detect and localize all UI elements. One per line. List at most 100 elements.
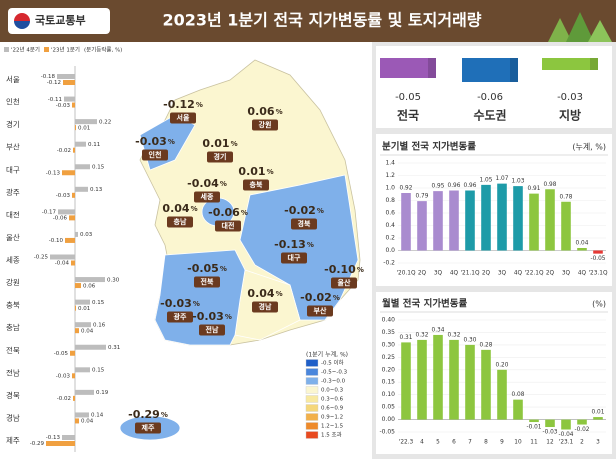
bar (542, 58, 598, 70)
map (119, 59, 361, 441)
value-label: -0.17 (42, 210, 57, 216)
bar (62, 435, 75, 440)
bar (433, 334, 443, 420)
bar (62, 170, 75, 176)
region-name: 서울 (177, 113, 190, 122)
region-label-box (142, 149, 168, 161)
x-tick-label: 2Q (482, 271, 491, 277)
legend-swatch (305, 404, 319, 412)
x-tick-label: 6 (452, 440, 456, 446)
region-value-unit: % (267, 168, 274, 176)
bar (75, 299, 90, 305)
category-label: 대구 (6, 165, 20, 174)
x-tick-label: 3 (596, 440, 600, 446)
bar (433, 191, 443, 251)
x-tick-label: 2Q (546, 271, 555, 277)
value-label: 0.96 (464, 183, 477, 189)
region-value-unit: % (333, 294, 340, 302)
legend-swatch (305, 422, 319, 430)
region-name: 전남 (206, 325, 219, 334)
logo-symbol (14, 21, 30, 29)
region-value-unit: % (191, 205, 198, 213)
bar (57, 74, 75, 79)
region-name: 세종 (201, 192, 214, 201)
legend-label: '22년 4분기 (11, 46, 40, 54)
x-tick-label: 10 (514, 440, 522, 446)
region-value-unit: % (276, 290, 283, 298)
region-name: 경기 (214, 152, 227, 161)
x-tick-label: '20.1Q (396, 271, 416, 277)
value-label: -0.12 (47, 80, 61, 86)
legend-swatch (4, 47, 9, 52)
region-value: 0.04% (247, 287, 282, 300)
value-label: -0.13 (46, 435, 61, 441)
value-label: 0.06 (83, 283, 96, 289)
value-label: -0.25 (34, 255, 49, 261)
x-tick-label: 3Q (434, 271, 443, 277)
chart-title: 분기별 전국 지가변동률 (382, 141, 476, 153)
unit-label: (분기등락률, %) (84, 46, 122, 54)
value-label: -0.29 (30, 441, 45, 447)
region-name: 전북 (201, 277, 214, 286)
legend-swatch (305, 359, 319, 367)
bar (545, 419, 555, 428)
y-tick-label: 0.15 (382, 379, 396, 386)
bar (577, 419, 587, 425)
bar (497, 183, 507, 251)
legend-swatch (44, 47, 49, 52)
bar (75, 164, 90, 170)
region-value-number: -0.13 (274, 238, 306, 251)
value-label: 0.96 (448, 183, 461, 189)
category-label: 수도권 (473, 109, 506, 123)
region-value: -0.04% (187, 177, 227, 190)
bar (401, 193, 411, 251)
category-label: 서울 (6, 75, 20, 84)
region-value: -0.02% (300, 291, 340, 304)
page-title: 2023년 1분기 전국 지가변동률 및 토지거래량 (162, 11, 481, 30)
region-value-number: -0.03 (135, 135, 167, 148)
value-label: -0.05 (54, 351, 69, 357)
value-label: 0.01 (78, 125, 90, 131)
category-label: 전북 (6, 345, 20, 355)
bar (497, 369, 507, 420)
unit-label: (%) (592, 300, 606, 309)
y-tick-label: 0.10 (382, 391, 396, 398)
x-tick-label: 9 (500, 440, 504, 446)
region-value: -0.05% (187, 262, 227, 275)
x-tick-label: 2Q (418, 271, 427, 277)
region-label-box (167, 311, 193, 323)
category-label: 지방 (559, 108, 581, 123)
value-label: 0.98 (544, 182, 557, 188)
value-label: 0.19 (96, 390, 109, 396)
bar (75, 277, 105, 283)
bar (481, 184, 491, 251)
region-value-unit: % (241, 209, 248, 217)
region-label-box (170, 112, 196, 124)
bar (465, 190, 475, 251)
bar-shade (510, 58, 518, 82)
bar (417, 201, 427, 251)
region-value: -0.03% (192, 310, 232, 323)
x-tick-label: '22.3 (399, 440, 414, 446)
bar (529, 419, 539, 423)
region-label-box (167, 216, 193, 228)
value-label: 0.04 (81, 419, 94, 425)
value-label: 0.04 (576, 241, 589, 247)
bar (417, 339, 427, 420)
value-label: 0.13 (90, 187, 103, 193)
value-label: 1.07 (496, 176, 509, 182)
region-value-unit: % (168, 138, 175, 146)
region-value: -0.13% (274, 238, 314, 251)
region-value-unit: % (317, 207, 324, 215)
value-label: -0.03 (56, 103, 71, 109)
region-value-unit: % (196, 101, 203, 109)
category-label: 대전 (6, 209, 20, 219)
region-value: 0.01% (238, 165, 273, 178)
bar (70, 350, 75, 356)
category-label: 전국 (397, 108, 419, 123)
bar (513, 186, 523, 251)
bar (75, 119, 97, 125)
bar (75, 186, 88, 192)
value-label: 0.01 (592, 410, 605, 416)
bar (73, 147, 75, 153)
